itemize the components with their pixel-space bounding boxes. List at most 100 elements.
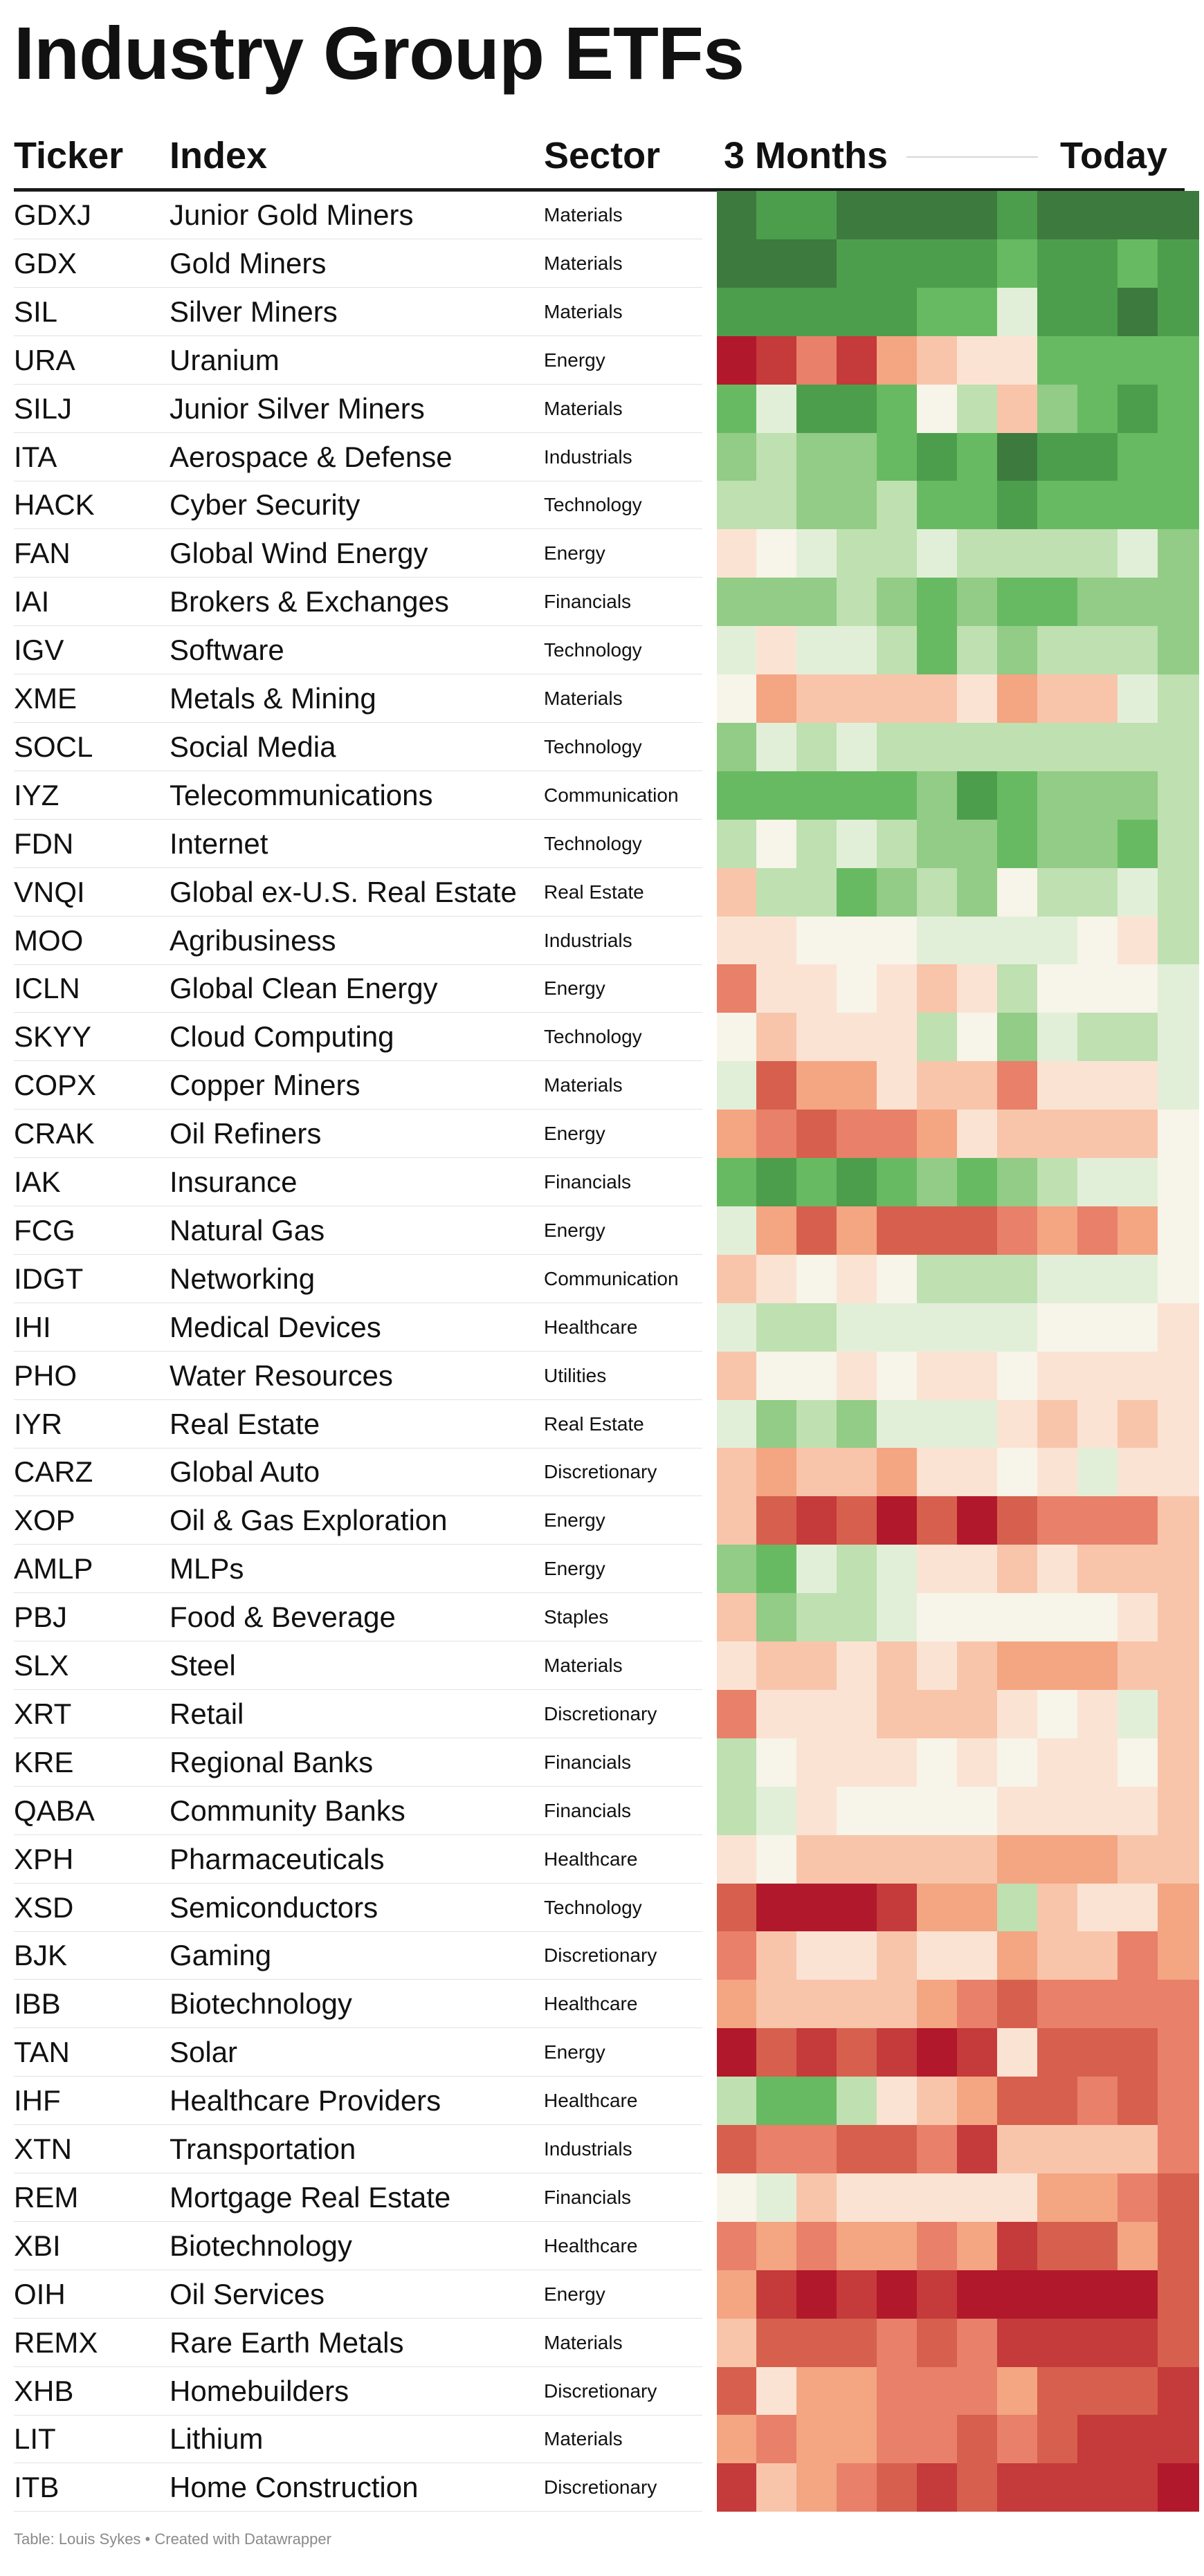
- heatmap-cell: [957, 1641, 998, 1690]
- heatmap-cell: [957, 1593, 998, 1642]
- heatmap-cell: [837, 1738, 877, 1787]
- heatmap-strip: [717, 287, 1199, 336]
- heatmap-cell: [837, 2463, 877, 2512]
- heatmap-cell: [837, 1061, 877, 1110]
- heatmap-cell: [1037, 1545, 1078, 1594]
- heatmap-cell: [796, 722, 837, 771]
- heatmap-cell: [917, 1399, 958, 1448]
- heatmap-cell: [1037, 1931, 1078, 1980]
- heatmap-cell: [717, 2028, 757, 2077]
- heatmap-strip: [717, 1980, 1199, 2029]
- heatmap-cell: [997, 1641, 1038, 1690]
- heatmap-cell: [957, 1254, 998, 1303]
- heatmap-cell: [717, 1110, 757, 1159]
- table-row: REMX Rare Earth Metals Materials: [14, 2318, 1199, 2367]
- heatmap-cell: [877, 1399, 918, 1448]
- heatmap-cell: [837, 674, 877, 723]
- sector-cell: Communication: [544, 784, 679, 806]
- heatmap-cell: [1118, 191, 1158, 239]
- heatmap-cell: [1118, 771, 1158, 820]
- ticker-cell: IDGT: [14, 1262, 84, 1295]
- heatmap-cell: [1077, 2318, 1118, 2367]
- heatmap-cell: [1158, 1786, 1199, 1835]
- heatmap-cell: [1158, 1399, 1199, 1448]
- sector-cell: Discretionary: [544, 1702, 657, 1724]
- sector-cell: Discretionary: [544, 2380, 657, 2402]
- sector-cell: Discretionary: [544, 1461, 657, 1483]
- heatmap-cell: [756, 964, 797, 1013]
- heatmap-cell: [1158, 1641, 1199, 1690]
- ticker-cell: ICLN: [14, 972, 80, 1005]
- heatmap-cell: [1118, 287, 1158, 336]
- heatmap-cell: [1158, 1351, 1199, 1400]
- heatmap-cell: [1037, 481, 1078, 530]
- ticker-cell: ITA: [14, 440, 57, 473]
- table-row: CARZ Global Auto Discretionary: [14, 1448, 1199, 1497]
- heatmap-strip: [717, 2221, 1199, 2270]
- heatmap-cell: [756, 2125, 797, 2173]
- heatmap-cell: [957, 432, 998, 481]
- heatmap-cell: [717, 529, 757, 578]
- heatmap-cell: [717, 384, 757, 433]
- heatmap-cell: [717, 578, 757, 627]
- heatmap-cell: [1077, 2028, 1118, 2077]
- heatmap-cell: [997, 1545, 1038, 1594]
- table-row: LIT Lithium Materials: [14, 2415, 1199, 2464]
- heatmap-cell: [1118, 432, 1158, 481]
- heatmap-cell: [1077, 384, 1118, 433]
- heatmap-cell: [997, 287, 1038, 336]
- heatmap-strip: [717, 239, 1199, 288]
- footer-credit: Table: Louis Sykes • Created with Datawr…: [14, 2530, 331, 2548]
- index-cell: Cloud Computing: [170, 1020, 394, 1054]
- heatmap-cell: [1158, 722, 1199, 771]
- heatmap-strip: [717, 2463, 1199, 2512]
- heatmap-cell: [1118, 1496, 1158, 1545]
- heatmap-cell: [837, 2028, 877, 2077]
- sector-cell: Materials: [544, 397, 623, 419]
- heatmap-cell: [1158, 1254, 1199, 1303]
- sector-cell: Materials: [544, 252, 623, 274]
- ticker-cell: AMLP: [14, 1552, 93, 1585]
- heatmap-cell: [717, 2270, 757, 2319]
- heatmap-cell: [917, 1738, 958, 1787]
- heatmap-cell: [1118, 1448, 1158, 1497]
- heatmap-cell: [717, 1448, 757, 1497]
- heatmap-cell: [877, 191, 918, 239]
- heatmap-cell: [877, 2173, 918, 2222]
- table-row: QABA Community Banks Financials: [14, 1786, 1199, 1835]
- heatmap-cell: [957, 1738, 998, 1787]
- heatmap-cell: [1037, 2415, 1078, 2464]
- heatmap-cell: [997, 1254, 1038, 1303]
- sector-cell: Financials: [544, 1171, 632, 1193]
- heatmap-cell: [997, 2366, 1038, 2416]
- ticker-cell: FAN: [14, 537, 71, 570]
- heatmap-cell: [1158, 1545, 1199, 1594]
- heatmap-cell: [796, 867, 837, 917]
- heatmap-cell: [1118, 1061, 1158, 1110]
- ticker-cell: LIT: [14, 2422, 56, 2456]
- heatmap-cell: [1037, 2028, 1078, 2077]
- header-index: Index: [170, 135, 268, 176]
- table-row: XHB Homebuilders Discretionary: [14, 2366, 1199, 2416]
- heatmap-cell: [796, 1786, 837, 1835]
- heatmap-cell: [796, 1399, 837, 1448]
- heatmap-cell: [756, 2366, 797, 2416]
- heatmap-cell: [1037, 1834, 1078, 1884]
- heatmap-cell: [957, 1013, 998, 1062]
- heatmap-cell: [957, 578, 998, 627]
- heatmap-cell: [877, 1738, 918, 1787]
- table-row: IHF Healthcare Providers Healthcare: [14, 2077, 1199, 2126]
- table-row: PBJ Food & Beverage Staples: [14, 1593, 1199, 1642]
- index-cell: Transportation: [170, 2133, 356, 2165]
- heatmap-cell: [717, 2173, 757, 2222]
- index-cell: Social Media: [170, 730, 336, 763]
- ticker-cell: FCG: [14, 1213, 75, 1246]
- heatmap-cell: [957, 529, 998, 578]
- heatmap-cell: [796, 2077, 837, 2126]
- heatmap-cell: [997, 964, 1038, 1013]
- heatmap-cell: [717, 2125, 757, 2173]
- heatmap-cell: [1037, 1206, 1078, 1255]
- heatmap-cell: [917, 1786, 958, 1835]
- heatmap-cell: [957, 1980, 998, 2029]
- heatmap-strip: [717, 674, 1199, 723]
